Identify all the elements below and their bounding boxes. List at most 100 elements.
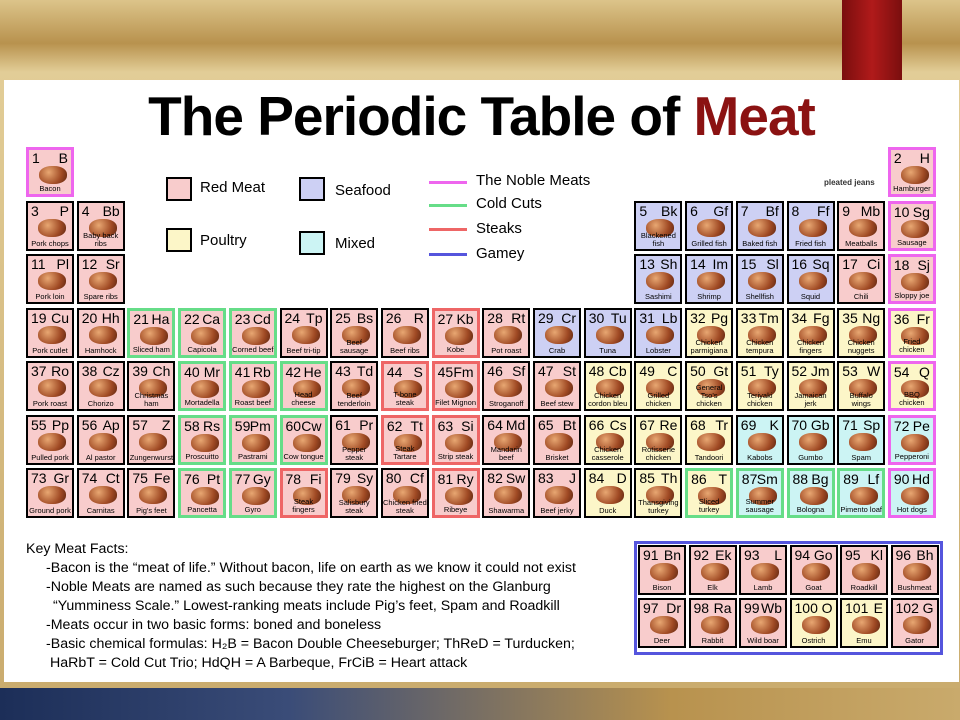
element-number: 78 (285, 471, 302, 487)
element-number: 68 (690, 416, 706, 433)
element-name: Head cheese (291, 390, 316, 407)
element-bbq-chicken: 54 Q BBQ chicken (887, 361, 936, 411)
element-number: 36 (893, 310, 910, 327)
element-number: 11 (31, 256, 46, 272)
element-number: 8 (791, 202, 800, 219)
key-meat-facts: Key Meat Facts: -Bacon is the “meat of l… (26, 540, 626, 673)
meat-photo-icon (799, 487, 828, 505)
element-symbol: Gy (252, 471, 271, 487)
element-roadkill: 95 Kl Roadkill (840, 545, 888, 595)
element-name: Chicken casserole (591, 444, 624, 462)
element-symbol: Fm (453, 364, 474, 380)
element-baked-fish: 7 Bf Baked fish (735, 200, 784, 251)
meat-photo-icon (801, 616, 830, 634)
element-name: Strip steak (437, 451, 474, 461)
element-number: 81 (437, 471, 454, 487)
element-name: Hamhock (84, 345, 117, 355)
element-number: 96 (895, 547, 912, 563)
element-number: 33 (740, 309, 757, 326)
meat-photo-icon (139, 486, 168, 504)
element-number: 26 (385, 309, 402, 326)
element-symbol: B (58, 150, 68, 166)
meat-photo-icon (88, 432, 117, 451)
element-mortadella: 40 Mr Mortadella (178, 361, 227, 411)
element-number: 43 (335, 363, 351, 379)
meat-photo-icon (241, 487, 270, 505)
fact-line: “Yumminess Scale.” Lowest-ranking meats … (53, 598, 560, 614)
meat-photo-icon (342, 379, 371, 397)
element-number: 90 (893, 471, 910, 487)
element-symbol: Cd (252, 310, 271, 327)
element-name: Mandarin beef (490, 444, 522, 462)
meat-photo-icon (646, 486, 675, 504)
meat-photo-icon (38, 325, 66, 344)
element-deer: 97 Dr Deer (638, 598, 686, 648)
meat-photo-icon (241, 433, 270, 452)
element-symbol: Tr (715, 416, 729, 433)
element-baby-back-ribs: 4 Bb Baby back ribs (76, 200, 125, 251)
element-name: Deer (653, 636, 671, 645)
element-number: 69 (740, 416, 757, 433)
element-name: Beef tenderloin (337, 391, 371, 408)
element-name: Shellfish (745, 292, 774, 301)
meat-photo-icon (902, 616, 931, 634)
meat-photo-icon (392, 486, 421, 504)
element-name: Pulled pork (31, 452, 69, 462)
element-name: Gator (905, 636, 924, 645)
element-symbol: Bb (102, 202, 120, 219)
element-ostrich: 100 O Ostrich (789, 598, 838, 648)
element-name: Pork chops (31, 238, 69, 248)
element-steak-tartare: 62 Tt Steak Tartare (380, 414, 429, 465)
element-lamb: 93 L Lamb (739, 545, 787, 595)
element-sliced-ham: 21 Ha Sliced ham (127, 307, 176, 358)
meat-photo-icon (444, 380, 473, 398)
meat-photo-icon (88, 379, 117, 397)
title-text: The Periodic Table of (148, 85, 694, 147)
element-symbol: Sg (912, 203, 930, 220)
element-name: Bison (652, 583, 672, 592)
element-symbol: J (569, 470, 576, 486)
element-pastrami: 59 Pm Pastrami (228, 414, 277, 465)
meat-photo-icon (697, 325, 726, 344)
element-buffalo-wings: 53 W Buffalo wings (837, 361, 886, 411)
element-tandoori: 68 Tr Tandoori (685, 414, 734, 465)
element-brisket: 65 Bt Brisket (533, 414, 581, 465)
element-symbol: Im (712, 256, 729, 272)
meat-photo-icon (545, 432, 573, 451)
element-symbol: Jm (810, 363, 830, 379)
element-name: Wild boar (747, 636, 779, 645)
element-number: 5 (639, 202, 648, 219)
element-number: 6 (690, 202, 698, 219)
element-name: Carnitas (86, 506, 115, 515)
fact-line: -Bacon is the “meat of life.” Without ba… (46, 560, 576, 576)
element-symbol: Bt (562, 416, 576, 433)
element-symbol: Pp (51, 416, 69, 433)
element-head-cheese: 42 He Head cheese (279, 361, 328, 411)
element-roast-beef: 41 Rb Roast beef (228, 361, 277, 411)
element-name: Hot dogs (896, 505, 927, 514)
element-chili: 17 Ci Chili (837, 254, 886, 304)
element-name: Tuna (599, 345, 617, 355)
element-number: 93 (744, 547, 760, 563)
element-symbol: Mr (203, 364, 221, 380)
element-chicken-casserole: 66 Cs Chicken casserole (583, 414, 632, 465)
element-symbol: Ch (152, 363, 171, 379)
element-number: 91 (643, 547, 659, 563)
meat-photo-icon (191, 380, 220, 398)
element-fried-fish: 8 Ff Fried fish (786, 200, 835, 251)
element-name: Chicken fingers (796, 337, 825, 355)
element-duck: 84 D Duck (583, 468, 632, 518)
element-number: 97 (643, 600, 659, 616)
title-accent-text: Meat (693, 85, 816, 147)
element-number: 19 (31, 309, 47, 326)
element-symbol: Si (461, 417, 474, 434)
meat-photo-icon (900, 380, 929, 398)
element-pulled-pork: 55 Pp Pulled pork (26, 414, 74, 465)
element-name: BBQ chicken (899, 390, 925, 407)
element-name: Meatballs (845, 238, 878, 248)
element-symbol: Bk (661, 202, 678, 219)
legend-seafood-swatch (299, 177, 325, 201)
element-symbol: Sw (505, 470, 526, 486)
element-number: 40 (184, 364, 200, 380)
element-symbol: Md (505, 416, 526, 433)
